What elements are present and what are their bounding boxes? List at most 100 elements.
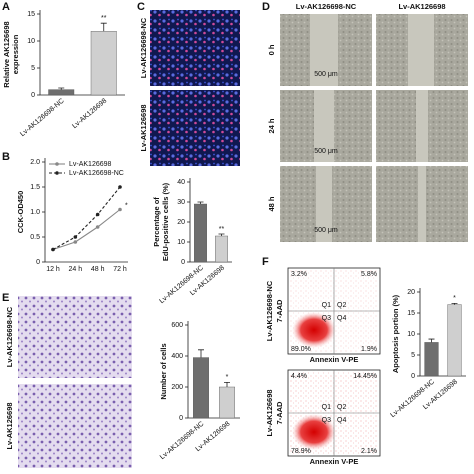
error-bar — [218, 233, 225, 236]
y-axis-label: EdU-positive cells (%) — [161, 182, 170, 261]
error-bar — [198, 349, 204, 358]
x-tick-label: 48 h — [91, 266, 105, 273]
y-tick-label: 0 — [31, 92, 35, 99]
x-tick-label: Lv-AK126698-NC — [19, 98, 66, 139]
legend-marker — [55, 171, 59, 175]
axis-label: Annexin V-PE — [310, 355, 359, 364]
y-axis-label: Percentage of — [152, 197, 161, 247]
point — [73, 240, 78, 244]
y-tick-label: 15 — [27, 11, 35, 18]
error-bar — [451, 302, 458, 305]
edu-image — [150, 90, 240, 166]
series-line — [52, 186, 121, 250]
axis-label: Annexin V-PE — [310, 457, 359, 466]
point — [118, 185, 122, 189]
quadrant-name: Q3 — [322, 315, 331, 322]
quadrant-name: Q4 — [337, 417, 346, 424]
series-line — [52, 209, 121, 251]
point — [95, 212, 100, 217]
y-tick-label: 0 — [179, 415, 183, 422]
image-label: Lv-AK126698-NC — [5, 306, 14, 367]
legend-marker — [55, 162, 59, 166]
row-label: 48 h — [267, 196, 276, 211]
bar — [193, 203, 207, 263]
quadrant-value: 3.2% — [291, 271, 307, 278]
legend-label: Lv-AK126698-NC — [69, 170, 124, 177]
error-bar — [100, 22, 107, 32]
x-tick-label: Lv-AK126698-NC — [159, 421, 206, 462]
bar — [218, 386, 235, 419]
edu-image — [150, 10, 240, 86]
y-tick-label: 40 — [177, 179, 185, 186]
bar — [214, 235, 228, 263]
quadrant-name: Q3 — [322, 417, 331, 424]
wound-images — [280, 14, 468, 242]
image-label: Lv-AK126698-NC — [139, 17, 148, 78]
legend-label: Lv-AK126698 — [69, 161, 112, 168]
bar — [192, 357, 209, 419]
error-bar — [58, 87, 65, 90]
y-axis-label: CCK-OD450 — [16, 191, 25, 234]
row-label: 0 h — [267, 44, 276, 55]
y-tick-label: 1.0 — [30, 209, 40, 216]
quadrant-name: Q1 — [322, 302, 331, 309]
y-tick-label: 0 — [411, 373, 415, 380]
x-tick-label: 24 h — [69, 266, 83, 273]
point — [95, 225, 100, 229]
y-axis-label: Apoptosis portion (%) — [391, 294, 400, 373]
y-axis-label: expression — [11, 34, 20, 74]
y-tick-label: 10 — [177, 239, 185, 246]
scale-bar: 500 μm — [314, 71, 338, 78]
panel-letter: F — [262, 256, 269, 268]
sample-label: Lv-AK126698 — [265, 389, 274, 436]
bar — [447, 304, 462, 377]
quadrant-value: 14.45% — [353, 373, 377, 380]
quadrant-value: 78.9% — [291, 448, 311, 455]
flow-population — [292, 312, 336, 348]
bar — [90, 31, 117, 96]
y-tick-label: 20 — [177, 219, 185, 226]
y-tick-label: 0 — [36, 259, 40, 266]
y-axis-label: Relative AK126698 — [2, 21, 11, 87]
column-label: Lv-AK126698-NC — [296, 2, 357, 11]
point — [73, 235, 78, 239]
y-tick-label: 10 — [407, 331, 415, 338]
quadrant-value: 89.0% — [291, 346, 311, 353]
y-tick-label: 2.0 — [30, 159, 40, 166]
error-bar — [197, 201, 204, 204]
quadrant-name: Q4 — [337, 315, 346, 322]
bar — [48, 89, 75, 96]
panel-letter: E — [2, 292, 9, 304]
y-tick-label: 30 — [177, 199, 185, 206]
transwell-image — [18, 296, 132, 378]
y-tick-label: 10 — [27, 38, 35, 45]
panel-letter: B — [2, 151, 10, 163]
significance: * — [226, 374, 229, 381]
scale-bar: 500 μm — [314, 227, 338, 234]
panel-letter: D — [262, 1, 270, 13]
y-tick-label: 200 — [171, 384, 183, 391]
y-tick-label: 5 — [31, 65, 35, 72]
axis-label: 7-AAD — [275, 299, 284, 323]
error-bar — [224, 381, 230, 387]
y-tick-label: 0.5 — [30, 234, 40, 241]
significance: * — [453, 295, 456, 302]
quadrant-name: Q2 — [337, 404, 346, 411]
y-axis-label: Number of cells — [159, 343, 168, 399]
y-tick-label: 5 — [411, 352, 415, 359]
bar — [424, 342, 439, 377]
quadrant-name: Q2 — [337, 302, 346, 309]
image-label: Lv-AK126698 — [5, 402, 14, 449]
quadrant-value: 4.4% — [291, 373, 307, 380]
transwell-image — [18, 384, 132, 468]
significance: * — [125, 202, 128, 209]
quadrant-value: 2.1% — [361, 448, 377, 455]
y-tick-label: 20 — [407, 289, 415, 296]
error-bar — [428, 338, 435, 343]
x-tick-label: 12 h — [46, 266, 60, 273]
y-tick-label: 15 — [407, 310, 415, 317]
panel-letter: C — [137, 1, 145, 13]
axis-label: 7-AAD — [275, 401, 284, 425]
panel-letter: A — [2, 1, 10, 13]
